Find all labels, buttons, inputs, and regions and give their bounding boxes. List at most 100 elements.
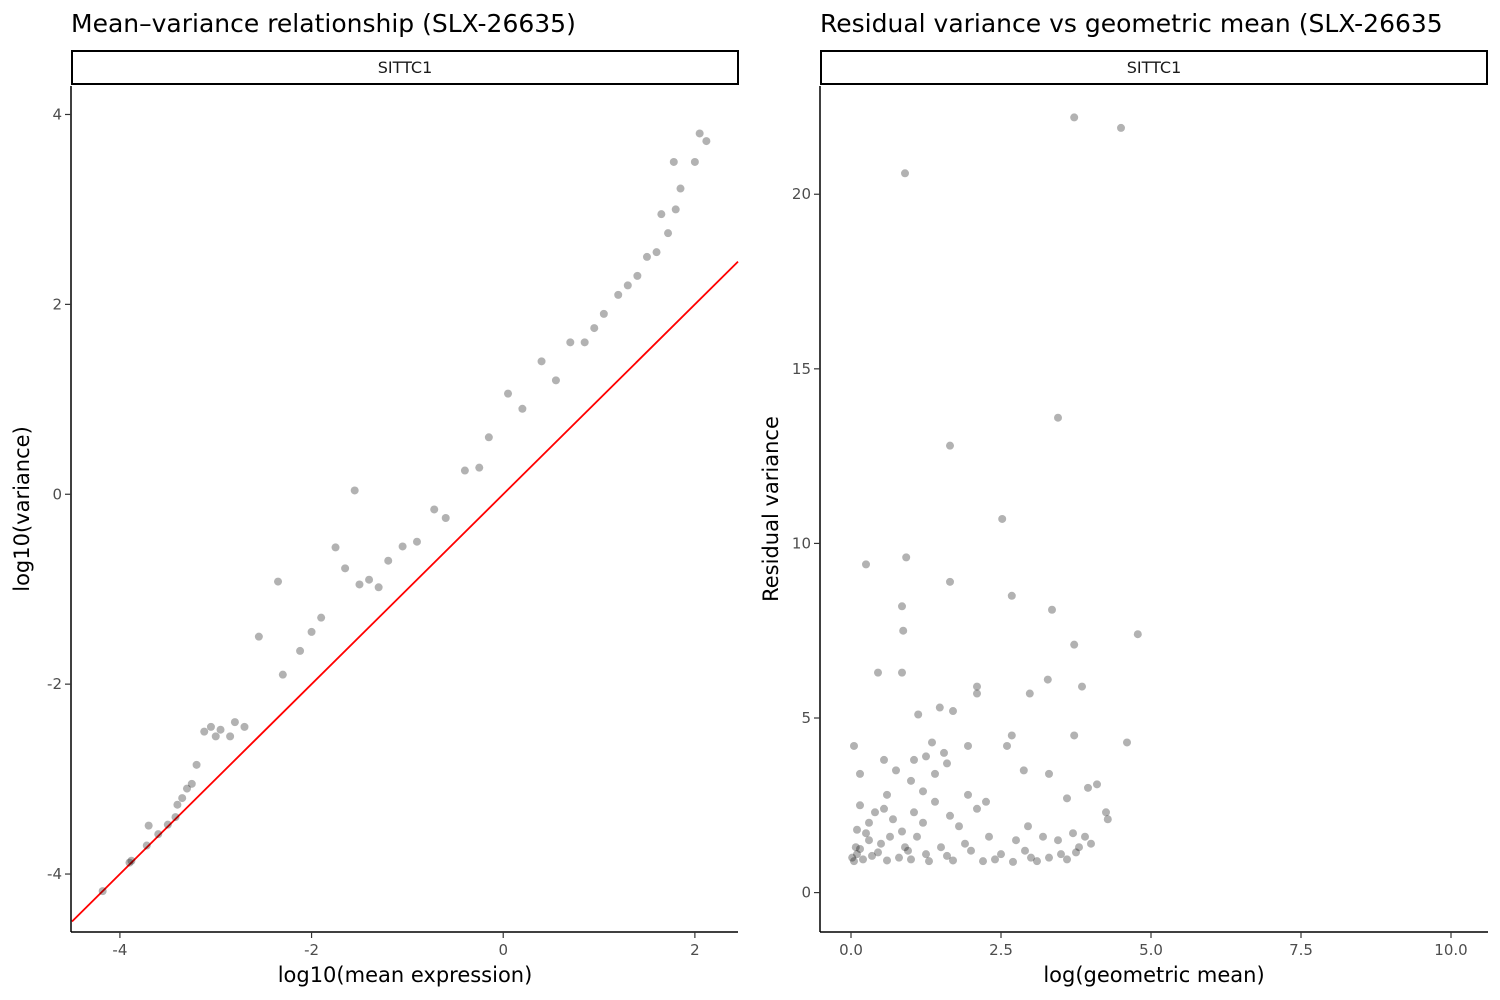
residual-variance-point xyxy=(851,843,860,852)
mean-variance-point xyxy=(365,575,374,584)
residual-variance-x-axis-title: log(geometric mean) xyxy=(1043,963,1264,987)
residual-variance-point xyxy=(979,857,987,866)
residual-variance-point xyxy=(907,855,915,864)
mean-variance-point xyxy=(230,718,239,727)
residual-variance-x-tick-label: 2.5 xyxy=(989,941,1013,959)
residual-variance-point xyxy=(898,827,906,836)
mean-variance-point xyxy=(142,841,151,850)
residual-variance-point xyxy=(874,668,882,677)
residual-variance-point xyxy=(889,815,897,824)
residual-variance-point xyxy=(1054,413,1062,422)
mean-variance-point xyxy=(98,887,107,896)
residual-variance-point xyxy=(964,790,972,799)
mean-variance-point xyxy=(278,670,287,679)
mean-variance-point xyxy=(460,466,469,475)
mean-variance-point xyxy=(355,580,364,589)
residual-variance-point xyxy=(973,804,981,813)
residual-variance-point xyxy=(1003,741,1011,750)
residual-variance-point xyxy=(943,759,951,768)
residual-variance-point xyxy=(902,553,911,562)
residual-variance-point xyxy=(1045,769,1053,778)
residual-variance-point xyxy=(919,818,927,827)
residual-variance-point xyxy=(982,797,990,806)
residual-variance-point xyxy=(1012,836,1020,845)
residual-variance-y-tick-label: 5 xyxy=(801,709,811,727)
mean-variance-point xyxy=(633,271,642,280)
residual-variance-title: Residual variance vs geometric mean (SLX… xyxy=(820,9,1443,38)
mean-variance-point xyxy=(182,784,191,793)
residual-variance-point xyxy=(973,689,981,698)
mean-variance-x-tick-label: -2 xyxy=(304,941,319,959)
mean-variance-point xyxy=(599,309,608,318)
residual-variance-point xyxy=(937,843,945,852)
mean-variance-point xyxy=(652,248,661,257)
residual-variance-point xyxy=(898,602,906,611)
residual-variance-point xyxy=(1054,836,1062,845)
mean-variance-point xyxy=(317,613,326,622)
residual-variance-point xyxy=(1021,846,1029,855)
mean-variance-point xyxy=(669,157,678,166)
mean-variance-point xyxy=(398,542,407,551)
residual-variance-point xyxy=(1043,675,1052,684)
residual-variance-plot-area xyxy=(848,113,1142,866)
residual-variance-point xyxy=(1009,857,1017,866)
mean-variance-point xyxy=(211,732,220,741)
mean-variance-x-tick-label: -4 xyxy=(112,941,127,959)
mean-variance-point xyxy=(296,646,305,655)
mean-variance-point xyxy=(187,779,196,788)
residual-variance-point xyxy=(907,776,915,785)
residual-variance-point xyxy=(871,808,879,817)
residual-variance-point xyxy=(997,850,1005,859)
mean-variance-point xyxy=(518,404,527,413)
mean-variance-point xyxy=(412,537,421,546)
mean-variance-point xyxy=(671,205,680,214)
residual-variance-point xyxy=(1019,766,1028,775)
mean-variance-point xyxy=(537,357,546,366)
residual-variance-point xyxy=(899,626,908,635)
residual-variance-point xyxy=(877,839,885,848)
residual-variance-point xyxy=(892,766,900,775)
residual-variance-point xyxy=(949,856,957,865)
mean-variance-point xyxy=(144,821,153,830)
mean-variance-point xyxy=(430,505,439,514)
mean-variance-point xyxy=(566,338,575,347)
residual-variance-y-tick-label: 20 xyxy=(792,185,811,203)
residual-variance-point xyxy=(898,668,906,677)
mean-variance-point xyxy=(178,794,187,803)
residual-variance-point xyxy=(931,797,939,806)
residual-variance-point xyxy=(1027,853,1035,862)
residual-variance-point xyxy=(1025,689,1034,698)
residual-variance-point xyxy=(874,848,882,857)
residual-variance-point xyxy=(850,741,858,750)
residual-variance-point xyxy=(856,801,864,810)
mean-variance-point xyxy=(374,583,383,592)
residual-variance-point xyxy=(853,825,861,834)
residual-variance-point xyxy=(895,853,903,862)
residual-variance-y-tick-label: 10 xyxy=(792,534,811,552)
residual-variance-point xyxy=(856,844,864,853)
residual-variance-point xyxy=(1072,848,1080,857)
residual-variance-point xyxy=(964,741,972,750)
mean-variance-point xyxy=(676,184,685,193)
mean-variance-point xyxy=(642,252,651,261)
residual-variance-point xyxy=(1070,113,1079,122)
mean-variance-point xyxy=(484,433,493,442)
residual-variance-point xyxy=(1133,630,1142,639)
residual-variance-point xyxy=(998,514,1007,523)
residual-variance-point xyxy=(886,832,894,841)
residual-variance-point xyxy=(922,752,930,761)
mean-variance-point xyxy=(216,725,225,734)
residual-variance-point xyxy=(1117,123,1125,132)
residual-variance-point xyxy=(1033,857,1041,866)
residual-variance-point xyxy=(1123,738,1131,747)
mean-variance-point xyxy=(664,229,673,238)
mean-variance-point xyxy=(254,632,263,641)
mean-variance-y-tick-label: 2 xyxy=(52,295,62,313)
mean-variance-point xyxy=(171,813,180,822)
residual-variance-point xyxy=(910,808,918,817)
mean-variance-point xyxy=(240,722,249,731)
residual-variance-point xyxy=(1063,855,1071,864)
mean-variance-point xyxy=(192,760,201,769)
residual-variance-point xyxy=(904,846,912,855)
